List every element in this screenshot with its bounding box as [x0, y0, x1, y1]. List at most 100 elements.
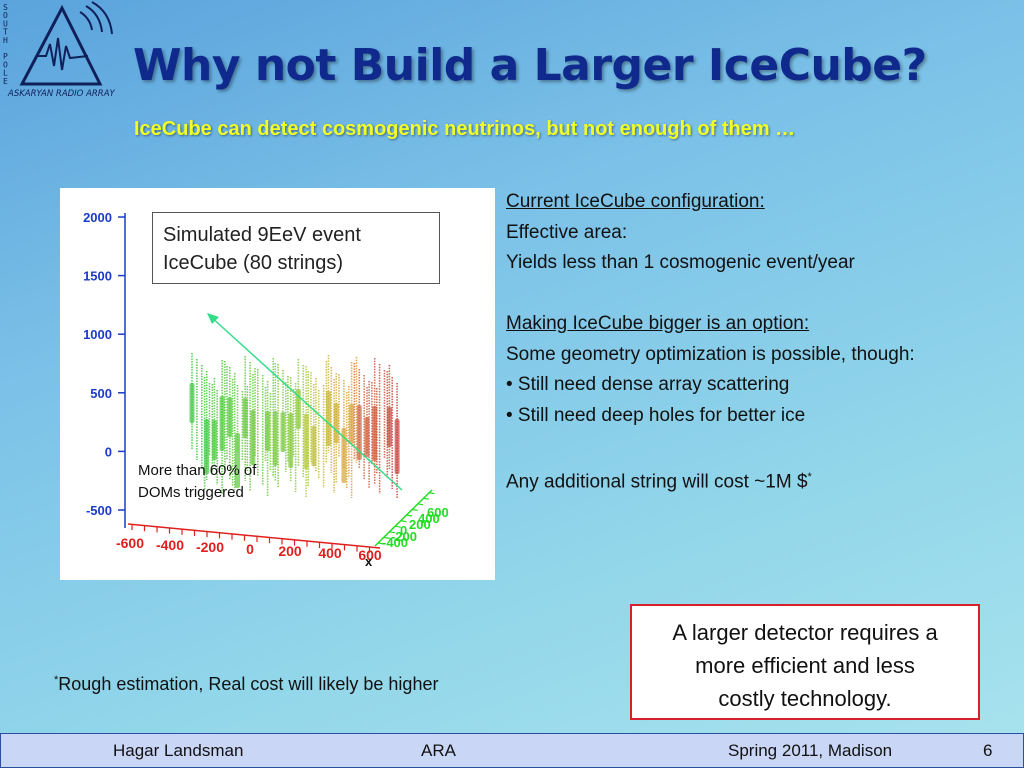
callout-line: A larger detector requires a [672, 620, 938, 645]
event-display-plot: 2000 1500 1000 500 0 -500 -600 -400 -200 0 200 400 6… [60, 188, 495, 580]
logo-side-letter: L [3, 69, 8, 78]
footer-page-number: 6 [983, 741, 993, 760]
depth-axis-tick [428, 492, 435, 495]
simulation-label-box: Simulated 9EeV event IceCube (80 strings… [152, 212, 440, 284]
dom-trigger-note-line: DOMs triggered [138, 484, 244, 501]
dom-hit-cluster [326, 391, 331, 446]
cost-footnote-mark: * [807, 470, 812, 483]
dom-hit-cluster [272, 411, 278, 466]
depth-axis-tick [422, 497, 429, 500]
depth-axis-tick [411, 508, 418, 511]
depth-axis-tick [389, 531, 396, 534]
depth-axis-tick [394, 525, 401, 528]
simulation-label-line: Simulated 9EeV event [163, 224, 361, 246]
dom-hit-cluster [280, 412, 286, 452]
y-tick-label: 2000 [83, 210, 112, 225]
x-tick-label: 200 [278, 543, 302, 559]
depth-axis-tick [383, 536, 390, 539]
depth-tick-label: 200 [409, 517, 431, 532]
footnote-text: Rough estimation, Real cost will likely … [58, 674, 439, 694]
bigger-option-heading: Making IceCube bigger is an option: [506, 313, 810, 334]
footer-author: Hagar Landsman [113, 741, 244, 760]
dom-hit-cluster [303, 414, 309, 469]
dom-hit-cluster [227, 397, 233, 437]
dom-trigger-note-line: More than 60% of [138, 462, 257, 479]
depth-tick-label: 400 [418, 511, 440, 526]
dom-hit-cluster [219, 396, 225, 451]
effective-area-line: Effective area: [506, 221, 628, 243]
cost-line: Any additional string will cost ~1M $* [506, 462, 1021, 493]
y-tick-label: 500 [90, 386, 112, 401]
y-tick-label: 0 [105, 444, 112, 459]
dom-hit-cluster [250, 410, 256, 465]
x-axis-label: x [365, 554, 373, 569]
y-tick-label: -500 [86, 503, 112, 518]
dom-hit-cluster [333, 403, 339, 443]
y-tick-label: 1000 [83, 327, 112, 342]
dom-hit-cluster [242, 398, 248, 438]
geometry-line: Some geometry optimization is possible, … [506, 343, 915, 365]
dom-hit-cluster [364, 417, 370, 457]
x-tick-label: 400 [318, 545, 342, 561]
depth-axis-tick [405, 514, 413, 517]
x-tick-label: -400 [156, 537, 184, 553]
logo-bottom-text: ASKARYAN RADIO ARRAY [7, 89, 116, 99]
cost-text: Any additional string will cost ~1M $ [506, 470, 808, 492]
x-tick-label: -200 [196, 539, 224, 555]
footnote: *Rough estimation, Real cost will likely… [54, 674, 438, 695]
footer-project: ARA [421, 741, 456, 760]
right-text-column: Current IceCube configuration: Effective… [506, 187, 1021, 492]
slide-footer: Hagar Landsman ARA Spring 2011, Madison … [0, 733, 1024, 768]
yield-line: Yields less than 1 cosmogenic event/year [506, 252, 855, 273]
logo-side-letter: O [3, 60, 8, 69]
slide-title: Why not Build a Larger IceCube? [133, 40, 927, 91]
dom-hit-cluster [386, 407, 392, 447]
dom-hit-cluster [341, 428, 347, 483]
dom-hit-cluster [349, 404, 355, 444]
dom-hit-cluster [311, 426, 317, 466]
track-arrowhead [207, 313, 219, 324]
logo-side-letter: E [3, 77, 8, 86]
dom-hit-cluster [295, 389, 301, 429]
dom-hit-cluster [372, 406, 378, 461]
logo-side-letter: O [3, 11, 8, 20]
depth-axis-tick [377, 542, 385, 545]
bullet-deep-holes: • Still need deep holes for better ice [506, 404, 806, 426]
slide-subtitle: IceCube can detect cosmogenic neutrinos,… [134, 118, 796, 140]
dom-hit-cluster [265, 411, 271, 451]
bullet-scattering: • Still need dense array scattering [506, 374, 790, 395]
depth-axis-line [374, 489, 433, 547]
footer-event: Spring 2011, Madison [728, 741, 893, 760]
dom-hit-cluster [235, 433, 240, 488]
logo-side-letter: P [3, 52, 8, 61]
x-tick-label: 0 [246, 541, 254, 557]
logo-side-letter: U [3, 19, 8, 28]
current-config-heading: Current IceCube configuration: [506, 191, 765, 212]
depth-tick-label: 600 [427, 505, 449, 520]
y-tick-label: 1500 [83, 269, 112, 284]
footnote-mark: * [54, 674, 59, 686]
dom-hit-cluster [189, 383, 195, 423]
x-tick-label: -600 [116, 535, 144, 551]
dom-hit-cluster [211, 420, 217, 460]
dom-hit-cluster [394, 419, 400, 474]
depth-tick-label: 0 [400, 523, 407, 538]
depth-axis-tick [417, 503, 424, 506]
depth-tick-label: -400 [382, 535, 408, 550]
dom-hit-cluster [356, 405, 362, 460]
callout-line: costly technology. [718, 686, 892, 711]
callout-line: more efficient and less [695, 653, 915, 678]
dom-hit-cluster [204, 419, 210, 474]
simulation-label-line: IceCube (80 strings) [163, 252, 344, 274]
depth-axis-tick [400, 520, 407, 523]
logo-side-letter: H [3, 36, 8, 45]
depth-tick-label: -200 [391, 529, 417, 544]
x-tick-label: 600 [358, 547, 382, 563]
dom-trigger-note: More than 60% of DOMs triggered [138, 460, 256, 504]
track-line [209, 315, 403, 491]
dom-hit-cluster [288, 413, 294, 468]
logo-side-letter: S [3, 3, 8, 12]
